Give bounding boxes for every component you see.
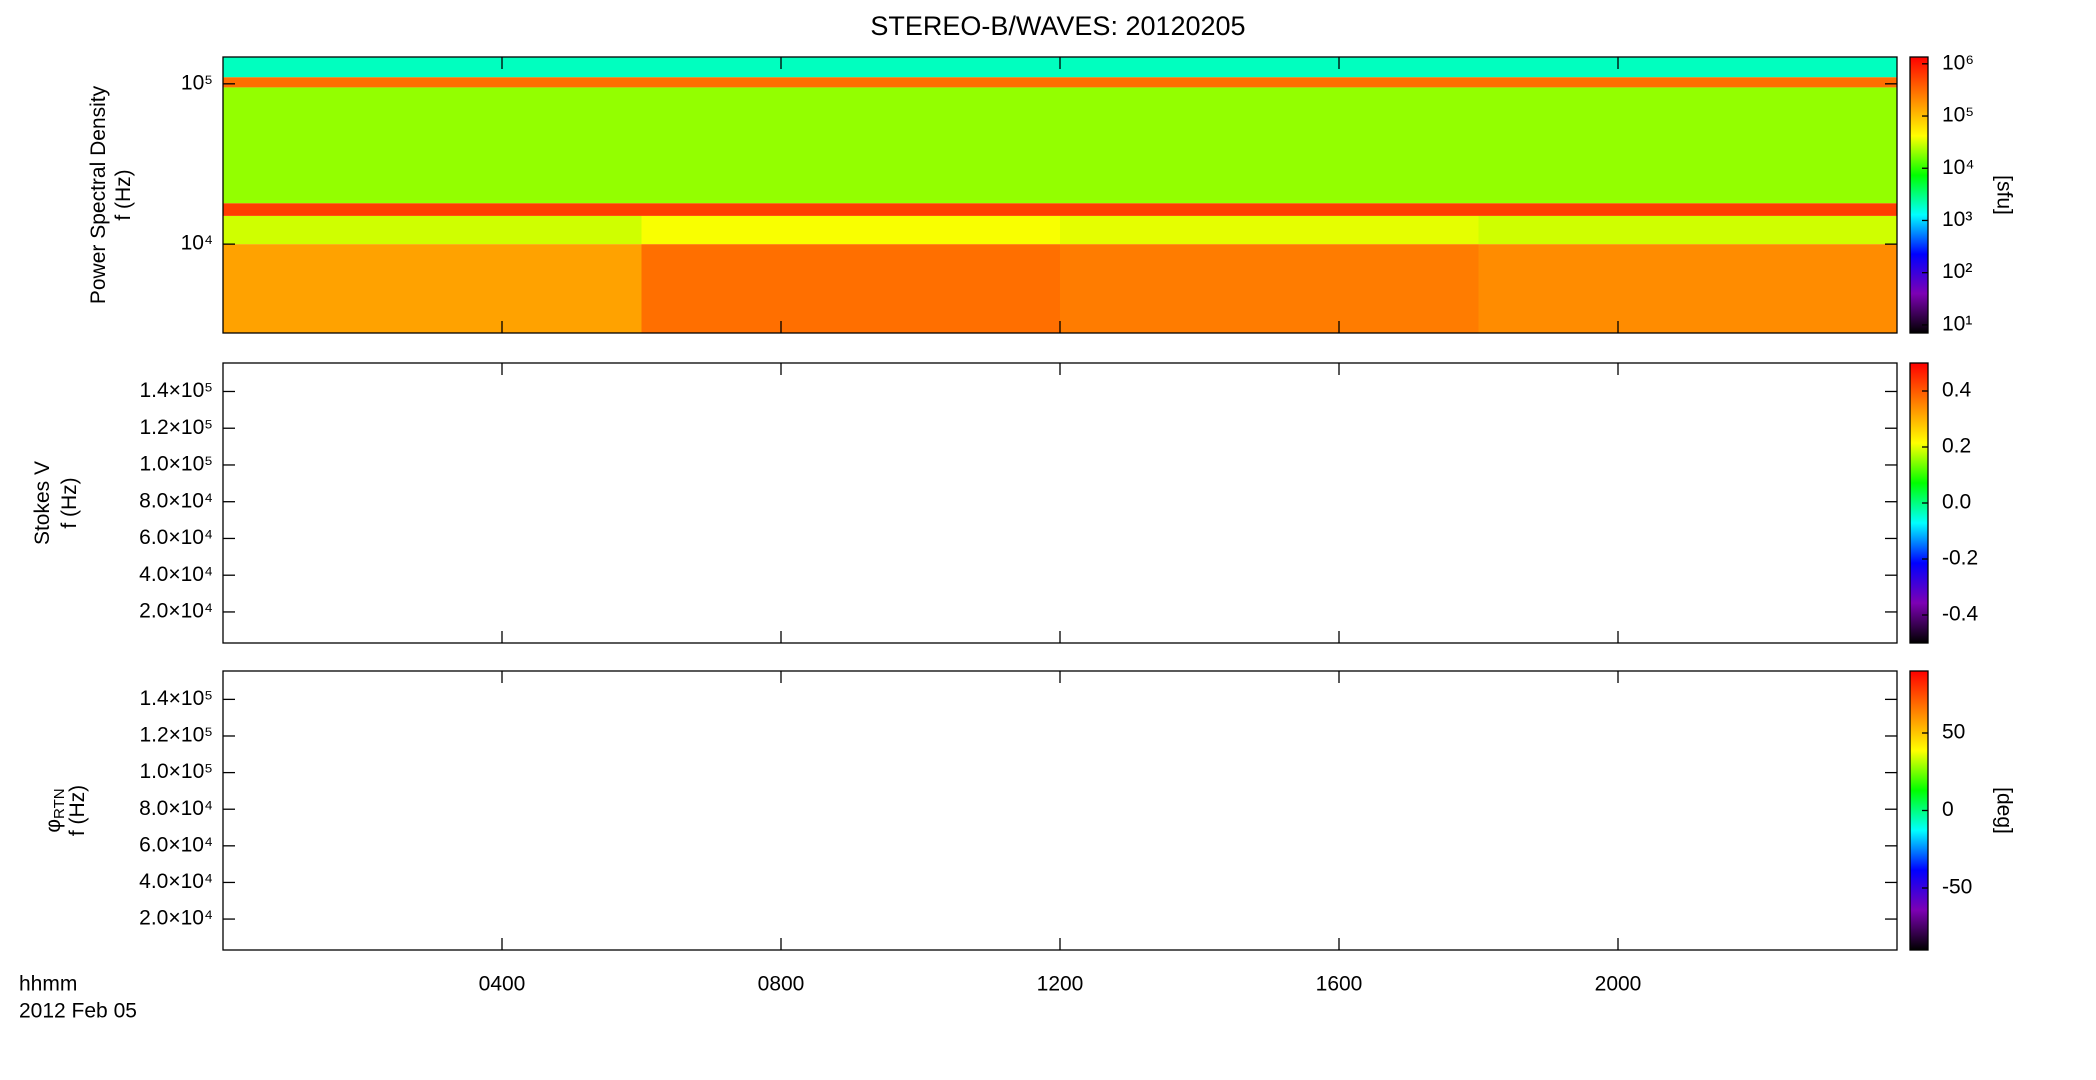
colorbar-tick-label: -50: [1942, 876, 1972, 899]
colorbar-tick-label: 10⁴: [1942, 156, 1974, 179]
colorbar-tick-label: 10¹: [1942, 312, 1972, 335]
y-axis-label-text: f (Hz): [58, 477, 81, 528]
y-axis-label: f (Hz): [58, 477, 81, 528]
x-axis-label: hhmm: [19, 973, 77, 996]
colorbar-tick-label: 0.2: [1942, 435, 1971, 458]
chart-title: STEREO-B/WAVES: 20120205: [870, 11, 1245, 41]
colorbar-tick-label: 0.0: [1942, 491, 1971, 514]
y-tick-label: 6.0×10⁴: [139, 526, 213, 549]
y-tick-label: 1.2×10⁵: [139, 724, 213, 747]
y-axis-label-text: f (Hz): [112, 169, 135, 220]
spectrogram-cell: [1478, 57, 1897, 78]
y-tick-label: 6.0×10⁴: [139, 833, 213, 856]
spectrogram-cell: [1060, 57, 1479, 78]
spectrogram-cell: [641, 244, 1060, 333]
spectrogram-cell: [1060, 244, 1479, 333]
x-tick-label: 0800: [758, 973, 805, 996]
y-tick-label: 8.0×10⁴: [139, 489, 213, 512]
spectrogram-cell: [1478, 87, 1897, 204]
spectrogram-cell: [223, 77, 642, 88]
y-axis-label: φRTN: [42, 788, 68, 832]
spectrogram-cell: [641, 215, 1060, 245]
y-tick-label: 1.0×10⁵: [139, 760, 213, 783]
y-tick-label: 10⁴: [181, 232, 213, 255]
y-tick-label: 8.0×10⁴: [139, 797, 213, 820]
spectrogram-cell: [641, 203, 1060, 216]
spectrogram-cell: [223, 203, 642, 216]
colorbar-tick-label: 0.4: [1942, 379, 1972, 402]
spectrogram-cell: [1060, 203, 1479, 216]
spectrogram-cell: [1060, 77, 1479, 88]
spectrogram-cell: [1478, 215, 1897, 245]
y-axis-label-text: φ: [42, 819, 65, 833]
y-tick-label: 1.4×10⁵: [139, 687, 213, 710]
colorbar-tick-label: 10²: [1942, 260, 1972, 283]
y-tick-label: 1.0×10⁵: [139, 453, 213, 476]
spectrogram-cell: [641, 57, 1060, 78]
y-axis-label: f (Hz): [112, 169, 135, 220]
x-tick-label: 2000: [1595, 973, 1642, 996]
y-tick-label: 4.0×10⁴: [139, 563, 213, 586]
colorbar-label: [sfu]: [1992, 175, 2015, 215]
y-tick-label: 2.0×10⁴: [139, 599, 213, 622]
colorbar-label: [deg]: [1992, 787, 2015, 834]
spectrogram-cell: [223, 87, 642, 204]
y-axis-label: Power Spectral Density: [87, 85, 110, 304]
spectrogram-cell: [641, 87, 1060, 204]
y-tick-label: 10⁵: [181, 71, 213, 94]
spectrogram-cell: [1060, 87, 1479, 204]
colorbar-tick-label: 10⁶: [1942, 51, 1974, 74]
spectrogram-cell: [223, 244, 642, 333]
spectrogram-cell: [1478, 77, 1897, 88]
spectrogram-cell: [1060, 215, 1479, 245]
x-tick-label: 0400: [479, 973, 526, 996]
plot-frame: [222, 362, 1898, 644]
x-tick-label: 1200: [1037, 973, 1084, 996]
y-axis-label-sub: RTN: [51, 788, 68, 819]
spectrogram-cell: [223, 215, 642, 245]
colorbar-tick-label: -0.4: [1942, 603, 1979, 626]
y-axis-label-text: Power Spectral Density: [87, 85, 110, 304]
spectrogram-cell: [223, 57, 642, 78]
colorbar-tick-label: -0.2: [1942, 547, 1978, 570]
y-axis-label-text: Stokes V: [31, 461, 54, 545]
plot-frame: [222, 670, 1898, 951]
y-tick-label: 1.2×10⁵: [139, 416, 213, 439]
x-tick-label: 1600: [1316, 973, 1363, 996]
colorbar-tick-label: 10³: [1942, 208, 1972, 231]
colorbar: [1909, 56, 1929, 334]
y-tick-label: 1.4×10⁵: [139, 379, 213, 402]
colorbar-tick-label: 0: [1942, 798, 1954, 821]
spectrogram-cell: [1478, 244, 1897, 333]
date-label: 2012 Feb 05: [19, 1000, 137, 1023]
y-axis-label: f (Hz): [66, 785, 89, 836]
y-axis-label-text: f (Hz): [66, 785, 89, 836]
spectrogram-cell: [1478, 203, 1897, 216]
y-tick-label: 2.0×10⁴: [139, 907, 213, 930]
y-tick-label: 4.0×10⁴: [139, 870, 213, 893]
colorbar-tick-label: 50: [1942, 721, 1965, 744]
spectrogram-cell: [641, 77, 1060, 88]
y-axis-label: Stokes V: [31, 461, 54, 545]
colorbar-tick-label: 10⁵: [1942, 104, 1974, 127]
